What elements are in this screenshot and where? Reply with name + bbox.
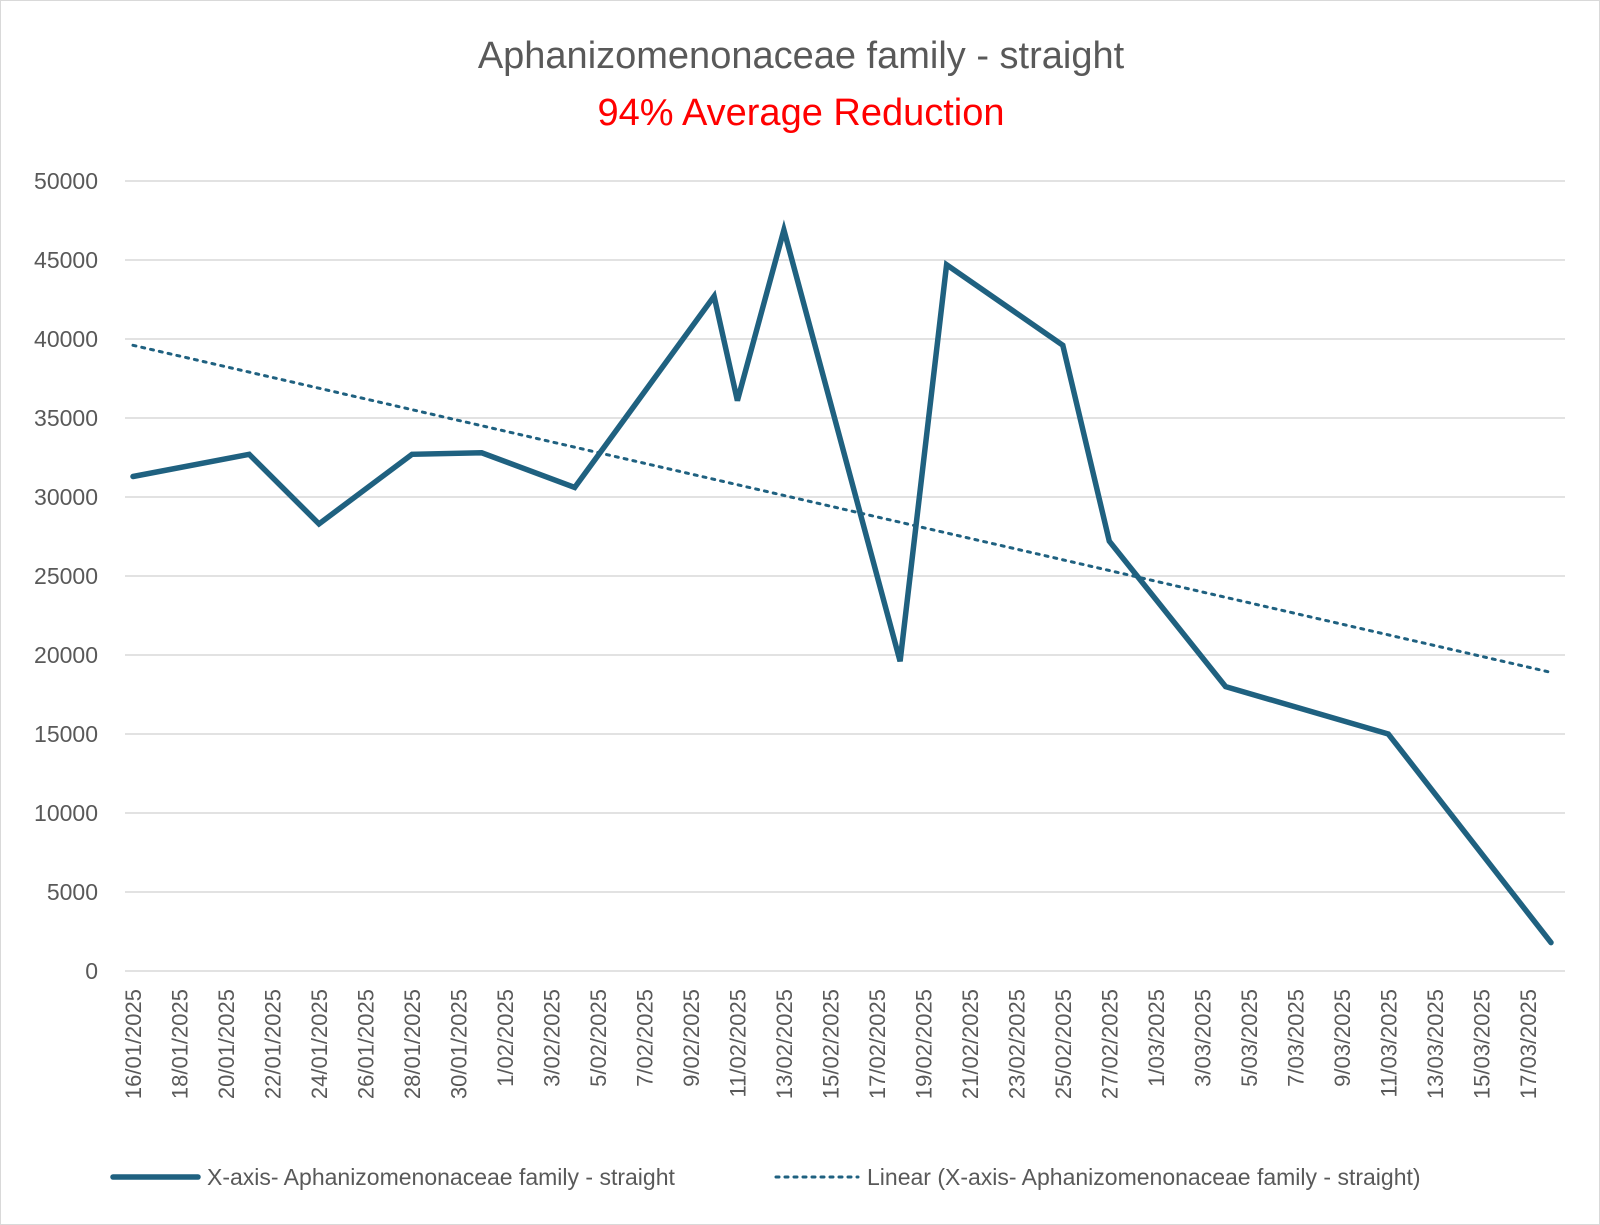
x-tick-label: 3/02/2025: [539, 989, 564, 1087]
series-line: [130, 219, 1554, 946]
y-tick-label: 5000: [47, 879, 98, 905]
x-tick-label: 23/02/2025: [1004, 989, 1029, 1099]
x-tick-label: 18/01/2025: [167, 989, 192, 1099]
x-tick-label: 28/01/2025: [400, 989, 425, 1099]
x-tick-label: 5/02/2025: [586, 989, 611, 1087]
x-axis-ticks: 16/01/2025 18/01/2025 20/01/2025 22/01/2025…: [121, 989, 1541, 1099]
y-tick-label: 50000: [34, 168, 98, 194]
x-tick-label: 27/02/2025: [1097, 989, 1122, 1099]
x-tick-label: 16/01/2025: [121, 989, 146, 1099]
y-tick-label: 25000: [34, 563, 98, 589]
x-tick-label: 13/02/2025: [772, 989, 797, 1099]
x-tick-label: 9/02/2025: [679, 989, 704, 1087]
y-tick-label: 30000: [34, 484, 98, 510]
chart-title: Aphanizomenonaceae family - straight: [478, 35, 1125, 77]
x-tick-label: 9/03/2025: [1330, 989, 1355, 1087]
x-tick-label: 17/02/2025: [865, 989, 890, 1099]
x-tick-label: 7/03/2025: [1283, 989, 1308, 1087]
y-tick-label: 40000: [34, 326, 98, 352]
x-tick-label: 15/02/2025: [818, 989, 843, 1099]
x-tick-label: 24/01/2025: [307, 989, 332, 1099]
x-tick-label: 11/02/2025: [725, 989, 750, 1097]
x-tick-label: 15/03/2025: [1469, 989, 1494, 1099]
y-tick-label: 10000: [34, 800, 98, 826]
y-tick-label: 20000: [34, 642, 98, 668]
x-tick-label: 3/03/2025: [1190, 989, 1215, 1087]
y-axis-ticks: 0 5000 10000 15000 20000 25000 30000 35000 40000…: [34, 168, 98, 984]
x-tick-label: 30/01/2025: [446, 989, 471, 1099]
x-tick-label: 26/01/2025: [353, 989, 378, 1099]
x-tick-label: 21/02/2025: [958, 989, 983, 1099]
series-lines: [130, 219, 1554, 946]
x-tick-label: 25/02/2025: [1051, 989, 1076, 1099]
y-tick-label: 45000: [34, 247, 98, 273]
y-tick-label: 35000: [34, 405, 98, 431]
x-tick-label: 5/03/2025: [1237, 989, 1262, 1087]
x-tick-label: 1/02/2025: [493, 989, 518, 1087]
x-tick-label: 13/03/2025: [1423, 989, 1448, 1099]
y-tick-label: 15000: [34, 721, 98, 747]
x-tick-label: 20/01/2025: [214, 989, 239, 1099]
legend-label-trendline: Linear (X-axis- Aphanizomenonaceae famil…: [867, 1164, 1421, 1190]
x-tick-label: 1/03/2025: [1144, 989, 1169, 1087]
trendline: [131, 343, 1553, 674]
legend: X-axis- Aphanizomenonaceae family - stra…: [110, 1164, 1421, 1190]
x-tick-label: 11/03/2025: [1376, 989, 1401, 1097]
y-tick-label: 0: [85, 958, 98, 984]
legend-label-series: X-axis- Aphanizomenonaceae family - stra…: [207, 1164, 676, 1190]
x-tick-label: 17/03/2025: [1516, 989, 1541, 1099]
gridlines: [125, 180, 1565, 972]
x-tick-label: 19/02/2025: [911, 989, 936, 1099]
x-tick-label: 22/01/2025: [260, 989, 285, 1099]
chart-subtitle: 94% Average Reduction: [597, 92, 1004, 134]
x-tick-label: 7/02/2025: [632, 989, 657, 1087]
